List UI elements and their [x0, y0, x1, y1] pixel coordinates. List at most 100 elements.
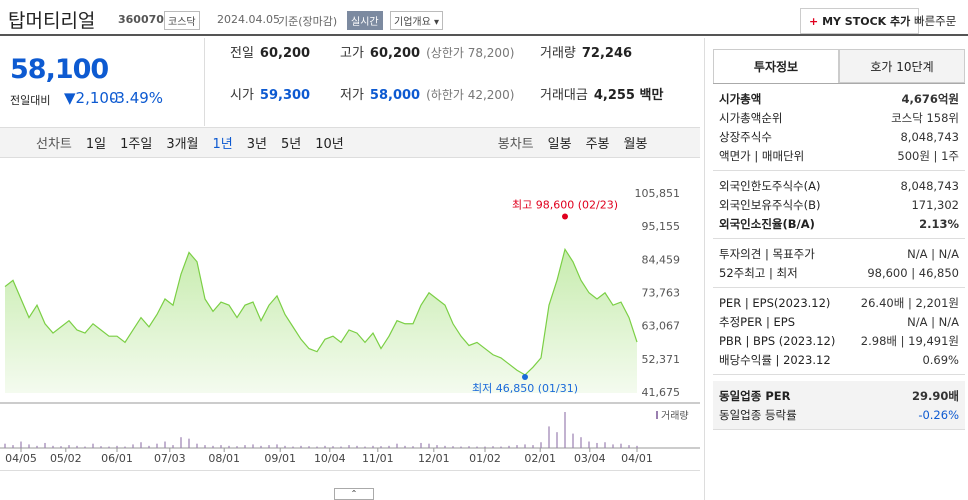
info-label: 동일업종 등락률	[719, 407, 797, 422]
tab[interactable]: 월봉	[623, 137, 648, 152]
tab[interactable]: 일봉	[547, 137, 572, 152]
x-tick-label: 08/01	[208, 452, 240, 465]
tab[interactable]: 1년	[212, 137, 233, 152]
volume-bar	[268, 445, 270, 448]
collapse-button[interactable]: ⌃	[334, 488, 374, 500]
volume-bar	[452, 446, 454, 448]
info-value: 8,048,743	[900, 178, 959, 193]
volume-bar	[332, 446, 334, 448]
info-label: 액면가 | 매매단위	[719, 148, 805, 163]
tab[interactable]: 1일	[85, 137, 107, 152]
basis: 기준(장마감)	[278, 15, 338, 28]
change-rate: -3.49%	[110, 89, 164, 107]
x-tick-label: 02/01	[524, 452, 556, 465]
info-row: 추정PER | EPS N/A | N/A	[719, 312, 959, 331]
volume-bar	[84, 446, 86, 448]
volume-bar	[12, 445, 14, 448]
volume-bar	[132, 444, 134, 448]
summary-label: 저가	[340, 88, 364, 103]
summary-column: 고가 60,200 (상한가 78,200) 저가 58,000 (하한가 42,200)	[340, 42, 540, 126]
summary-row: 시가 59,300	[230, 84, 340, 126]
info-group: 투자의견 | 목표주가 N/A | N/A 52주최고 | 최저 98,600 | 4…	[713, 239, 965, 288]
my-stock-button[interactable]: + MY STOCK 추가	[800, 8, 920, 34]
volume-bar	[172, 445, 174, 448]
info-value: N/A | N/A	[907, 246, 959, 261]
summary-value: 60,200	[369, 46, 421, 61]
change: ▼2,100	[64, 89, 119, 107]
tab[interactable]: 3개월	[166, 137, 199, 152]
tab[interactable]: 10년	[315, 137, 344, 152]
volume-bar	[276, 444, 278, 448]
volume-bar	[340, 446, 342, 448]
volume-bar	[460, 446, 462, 448]
y-tick-label: 63,067	[642, 320, 681, 333]
volume-bar	[588, 441, 590, 448]
tab[interactable]: 1주일	[120, 137, 153, 152]
info-label: 시가총액순위	[719, 110, 783, 125]
stock-code: 360070	[118, 13, 164, 26]
info-label: 외국인한도주식수(A)	[719, 178, 821, 193]
company-info[interactable]: 기업개요 ▾	[390, 11, 444, 30]
tab[interactable]: 주봉	[585, 137, 610, 152]
volume-bar	[348, 445, 350, 448]
tab[interactable]: 5년	[281, 137, 302, 152]
info-row: 투자의견 | 목표주가 N/A | N/A	[719, 244, 959, 263]
info-label: 외국인보유주식수(B)	[719, 197, 821, 212]
volume-bar	[372, 445, 374, 448]
y-tick-label: 105,851	[635, 187, 681, 200]
x-tick-label: 06/01	[101, 452, 133, 465]
volume-bar	[4, 443, 6, 448]
price-box: 58,100 전일대비 ▼2,100 -3.49%	[0, 38, 205, 126]
x-tick-label: 03/04	[574, 452, 606, 465]
x-tick-label: 11/01	[362, 452, 394, 465]
info-label: 동일업종 PER	[719, 388, 791, 403]
summary-value: 60,200	[259, 46, 311, 61]
summary-value: 59,300	[259, 88, 311, 103]
volume-bar	[148, 445, 150, 448]
chart: 41,675 52,371 63,067 73,763 84,459 95,155 105,…	[0, 187, 700, 465]
volume-bar	[76, 445, 78, 448]
info-row: 시가총액 4,676억원	[719, 89, 959, 108]
volume-bar	[404, 445, 406, 448]
volume-bar	[20, 441, 22, 448]
volume-bar	[492, 446, 494, 448]
volume-bar	[36, 445, 38, 448]
volume-bar	[236, 446, 238, 448]
volume-bar	[540, 442, 542, 448]
quick-order[interactable]: 빠른주문	[914, 14, 957, 28]
tab-label: 봉차트	[497, 137, 534, 152]
side-tab[interactable]: 투자정보	[713, 49, 839, 83]
volume-bar	[556, 432, 558, 448]
info-group: 시가총액 4,676억원 시가총액순위 코스닥 158위 상장주식수 8,048,743 액…	[713, 84, 965, 171]
tab[interactable]: 3년	[246, 137, 267, 152]
side-tab[interactable]: 호가 10단계	[839, 49, 965, 83]
info-row: 외국인소진율(B/A) 2.13%	[719, 214, 959, 233]
volume-bar	[324, 445, 326, 448]
my-stock-text: MY STOCK 추가	[822, 15, 911, 28]
y-tick-label: 84,459	[642, 253, 681, 266]
volume-bar	[284, 445, 286, 448]
summary-column: 거래량 72,246 거래대금 4,255 백만	[540, 42, 700, 126]
info-label: PER | EPS(2023.12)	[719, 295, 831, 310]
summary-column: 전일 60,200 시가 59,300	[230, 42, 340, 126]
volume-bar	[116, 445, 118, 448]
volume-bar	[572, 433, 574, 448]
info-label: 52주최고 | 최저	[719, 265, 798, 280]
volume-bar	[420, 442, 422, 448]
info-group: 동일업종 PER 29.90배 동일업종 등락률 -0.26%	[713, 381, 965, 430]
volume-bar	[516, 445, 518, 448]
info-label: 추정PER | EPS	[719, 314, 796, 329]
high-marker	[562, 213, 568, 220]
x-tick-label: 04/01	[621, 452, 653, 465]
summary-value: 4,255 백만	[593, 88, 664, 103]
info-row: PER | EPS(2023.12) 26.40배 | 2,201원	[719, 293, 959, 312]
info-row: 시가총액순위 코스닥 158위	[719, 108, 959, 127]
volume-bar	[92, 443, 94, 448]
volume-bar	[196, 443, 198, 448]
realtime[interactable]: 실시간	[347, 11, 383, 30]
volume-bar	[364, 446, 366, 448]
volume-bar	[252, 444, 254, 448]
summary-row: 전일 60,200	[230, 42, 340, 84]
volume-bar	[188, 438, 190, 448]
